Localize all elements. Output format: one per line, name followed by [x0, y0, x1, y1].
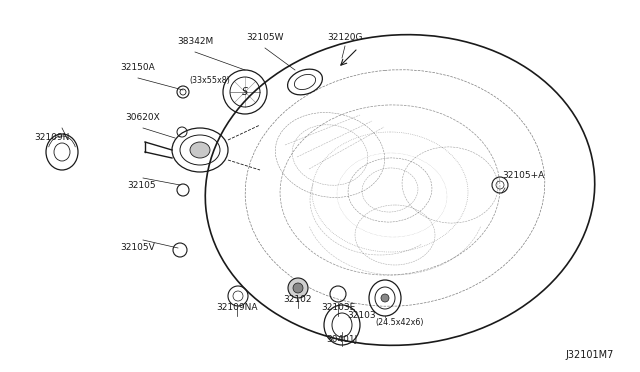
Text: 32105W: 32105W [246, 33, 284, 42]
Text: J32101M7: J32101M7 [566, 350, 614, 360]
Ellipse shape [288, 278, 308, 298]
Text: 32103: 32103 [348, 311, 376, 321]
Text: 32103E: 32103E [321, 304, 355, 312]
Text: 32105: 32105 [128, 180, 156, 189]
Text: 32120G: 32120G [327, 33, 363, 42]
Text: 32150A: 32150A [120, 64, 156, 73]
Text: 32109N: 32109N [35, 134, 70, 142]
Text: (33x55x8): (33x55x8) [189, 76, 230, 84]
Text: 32109NA: 32109NA [216, 304, 258, 312]
Ellipse shape [381, 294, 389, 302]
Ellipse shape [293, 283, 303, 293]
Text: 32102: 32102 [284, 295, 312, 305]
Text: 32105V: 32105V [120, 244, 156, 253]
Text: (24.5x42x6): (24.5x42x6) [376, 317, 424, 327]
Text: S: S [242, 87, 248, 97]
Text: 30401J: 30401J [326, 336, 358, 344]
Text: 38342M: 38342M [177, 38, 213, 46]
Text: 30620X: 30620X [125, 113, 161, 122]
Ellipse shape [190, 142, 210, 158]
Text: 32105+A: 32105+A [502, 170, 544, 180]
